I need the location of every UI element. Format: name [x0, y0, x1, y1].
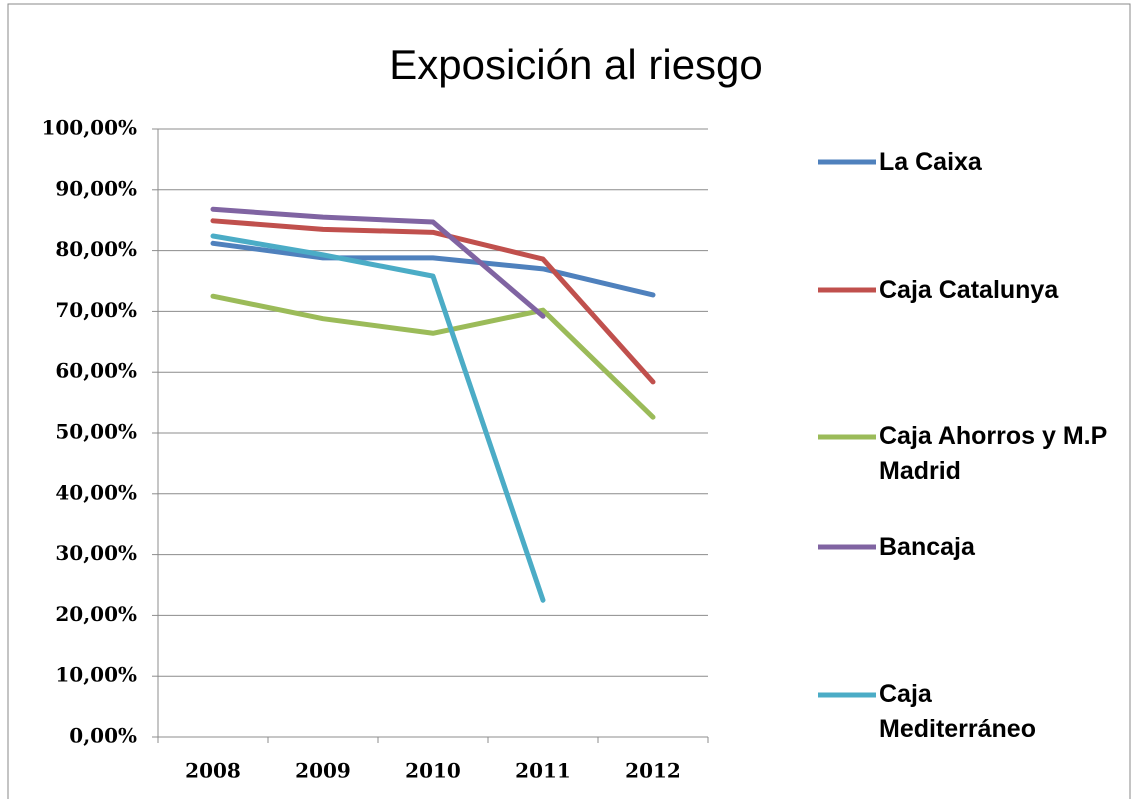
legend-label: La Caixa: [879, 147, 982, 176]
x-tick-label: 2012: [625, 759, 681, 783]
x-tick-label: 2009: [295, 759, 351, 783]
series-line: [210, 206, 546, 319]
y-tick-label: 0,00%: [69, 724, 137, 748]
series-line: [210, 233, 546, 603]
legend-label: Caja Mediterráneo: [879, 680, 1036, 743]
x-tick-label: 2011: [515, 759, 571, 783]
legend-label: Caja Ahorros y M.P Madrid: [879, 422, 1107, 485]
y-tick-label: 30,00%: [55, 541, 137, 565]
x-tick-label: 2010: [405, 759, 461, 783]
series-line: [210, 218, 656, 385]
x-tick-label: 2008: [185, 759, 241, 783]
legend-label: Caja Catalunya: [879, 275, 1059, 304]
y-tick-label: 40,00%: [55, 480, 137, 504]
chart-frame: [7, 3, 1131, 799]
y-tick-label: 80,00%: [55, 237, 137, 261]
legend-label: Bancaja: [879, 532, 975, 561]
y-tick-label: 90,00%: [55, 176, 137, 200]
y-tick-label: 20,00%: [55, 602, 137, 626]
y-tick-label: 10,00%: [55, 663, 137, 687]
y-tick-label: 60,00%: [55, 359, 137, 383]
series-line: [210, 293, 656, 420]
y-tick-label: 70,00%: [55, 298, 137, 322]
series-line: [210, 240, 656, 298]
chart-title: Exposición al riesgo: [389, 41, 763, 88]
y-tick-label: 50,00%: [55, 420, 137, 444]
y-tick-label: 100,00%: [41, 116, 137, 140]
